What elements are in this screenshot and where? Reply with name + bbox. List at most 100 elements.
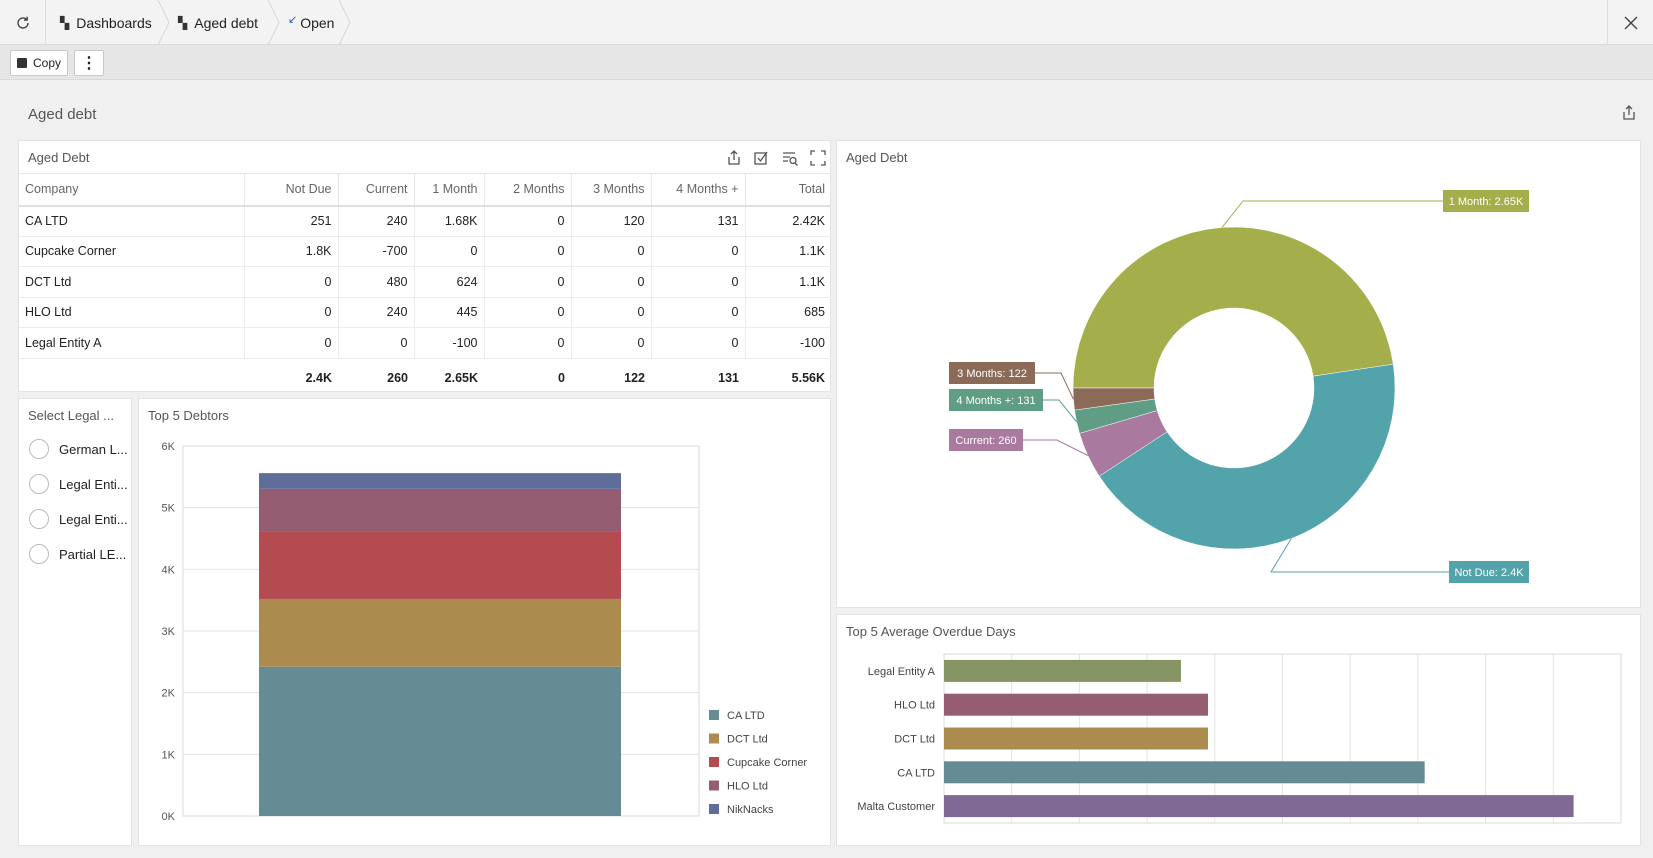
table-cell: HLO Ltd (19, 297, 245, 328)
legend-swatch (709, 710, 719, 720)
filter-option-label: Partial LE... (59, 546, 127, 562)
panel-title: Top 5 Average Overdue Days (846, 624, 1016, 639)
bar-segment (259, 488, 621, 532)
legend-swatch (709, 733, 719, 744)
more-icon: ⋮ (81, 55, 97, 72)
y-tick-label: 2K (162, 688, 176, 700)
export-icon[interactable] (1620, 104, 1638, 122)
leader-line (1023, 439, 1089, 456)
radio-button[interactable] (29, 439, 49, 459)
data-label-box (949, 362, 1035, 384)
leader-line (1043, 399, 1077, 423)
table-row[interactable]: Cupcake Corner 1.8K -700 0 0 0 0 1.1K (19, 236, 831, 267)
total-cell (19, 357, 244, 398)
table-cell: 0 (484, 297, 572, 328)
aged-debt-table: Company Not Due Current 1 Month 2 Months… (19, 173, 831, 398)
legend-label: HLO Ltd (727, 781, 768, 793)
table-row[interactable]: Legal Entity A 0 0 -100 0 0 0 -100 (19, 327, 831, 359)
select-all-icon[interactable] (752, 149, 770, 167)
column-header[interactable]: Not Due (244, 173, 339, 207)
column-header[interactable]: 3 Months (571, 173, 652, 207)
filter-option[interactable]: Partial LE... (29, 543, 126, 565)
breadcrumb-label: Aged debt (194, 14, 259, 31)
breadcrumb-label: Dashboards (76, 14, 152, 31)
data-label: Not Due: 2.4K (1454, 567, 1524, 579)
filter-option-label: Legal Enti... (59, 511, 128, 527)
column-header[interactable]: Total (745, 173, 831, 207)
radio-button[interactable] (29, 474, 49, 494)
table-cell: 624 (414, 266, 485, 298)
filter-option-label: German L... (59, 441, 128, 457)
overdue-days-chart: Legal Entity A HLO Ltd DCT Ltd CA LTD Malta … (857, 653, 1622, 824)
donut-slice (1098, 363, 1396, 550)
leader-line (1270, 538, 1449, 573)
table-cell: 1.1K (745, 236, 831, 267)
more-options-button[interactable]: ⋮ (74, 50, 104, 76)
table-cell: -100 (745, 327, 831, 359)
aged-debt-donut-panel: Aged Debt 1 Month: 2.65K Not Due: 2.4K Cur… (836, 140, 1641, 608)
copy-button[interactable]: Copy (10, 50, 68, 76)
maximize-icon[interactable] (809, 149, 827, 167)
close-button[interactable] (1607, 0, 1653, 45)
table-cell: 0 (651, 236, 746, 267)
legend-swatch (709, 757, 719, 767)
column-header[interactable]: Company (19, 173, 245, 207)
refresh-button[interactable] (0, 0, 46, 45)
table-cell: DCT Ltd (19, 266, 245, 298)
leader-line (1035, 372, 1074, 400)
filter-option[interactable]: Legal Enti... (29, 508, 128, 530)
bar (944, 727, 1209, 750)
table-cell: 0 (484, 327, 572, 359)
y-tick-label: 5K (162, 503, 176, 515)
legend-label: NikNacks (727, 804, 774, 816)
table-row[interactable]: HLO Ltd 0 240 445 0 0 0 685 (19, 297, 831, 328)
table-cell: 131 (651, 205, 746, 237)
table-cell: 0 (484, 236, 572, 267)
breadcrumb-separator (157, 0, 170, 45)
column-header[interactable]: Current (338, 173, 415, 207)
aged-debt-donut-chart: 1 Month: 2.65K Not Due: 2.4K Current: 260 4… (949, 190, 1529, 583)
column-header[interactable]: 1 Month (414, 173, 485, 207)
category-label: CA LTD (897, 767, 935, 779)
table-cell: 480 (338, 266, 415, 298)
breadcrumb-dashboards[interactable]: ▚ Dashboards (60, 0, 152, 45)
table-cell: 0 (571, 297, 652, 328)
table-cell: 0 (484, 205, 572, 237)
toolbar: Copy ⋮ (0, 45, 1653, 80)
y-tick-label: 3K (162, 626, 176, 638)
table-cell: CA LTD (19, 205, 245, 237)
legal-entity-filter-panel: Select Legal ... German L... Legal Enti.… (18, 398, 132, 846)
data-label-box (1449, 561, 1529, 583)
data-label: 1 Month: 2.65K (1449, 196, 1524, 208)
table-cell: 0 (338, 327, 415, 359)
filter-option[interactable]: German L... (29, 438, 128, 460)
data-label: 4 Months +: 131 (956, 395, 1035, 407)
y-tick-label: 0K (162, 811, 176, 823)
panel-title: Aged Debt (28, 150, 90, 165)
total-cell: 122 (571, 357, 651, 398)
table-cell: 0 (651, 266, 746, 298)
total-cell: 131 (651, 357, 745, 398)
total-cell: 260 (338, 357, 414, 398)
filter-search-icon[interactable] (781, 149, 799, 167)
filter-option[interactable]: Legal Enti... (29, 473, 128, 495)
panel-title: Aged Debt (846, 150, 908, 165)
y-tick-label: 4K (162, 564, 176, 576)
table-row[interactable]: CA LTD 251 240 1.68K 0 120 131 2.42K (19, 205, 831, 237)
radio-button[interactable] (29, 509, 49, 529)
data-label: 3 Months: 122 (957, 368, 1027, 380)
column-header[interactable]: 2 Months (484, 173, 572, 207)
table-cell: -100 (414, 327, 485, 359)
column-header[interactable]: 4 Months + (651, 173, 746, 207)
breadcrumb-aged-debt[interactable]: ▚ Aged debt (178, 0, 258, 45)
total-cell: 5.56K (745, 357, 831, 398)
table-cell: 0 (571, 236, 652, 267)
table-cell: 685 (745, 297, 831, 328)
table-row[interactable]: DCT Ltd 0 480 624 0 0 0 1.1K (19, 266, 831, 298)
radio-button[interactable] (29, 544, 49, 564)
bar-segment (259, 666, 621, 816)
data-label: Current: 260 (955, 435, 1016, 447)
export-icon[interactable] (725, 149, 743, 167)
donut-slice (1072, 387, 1156, 411)
breadcrumb-open[interactable]: ↙ Open (288, 0, 334, 45)
